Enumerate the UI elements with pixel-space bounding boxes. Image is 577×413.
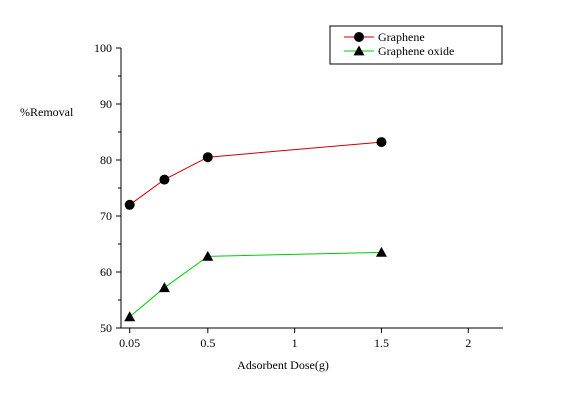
y-tick-label: 80	[100, 153, 112, 167]
legend-item: Graphene	[344, 30, 425, 44]
y-axis-title: %Removal	[20, 105, 74, 119]
series-line	[129, 251, 382, 318]
legend-label: Graphene	[378, 30, 425, 44]
y-tick-label: 60	[100, 265, 112, 279]
data-point-circle	[202, 152, 213, 163]
x-tick-label: 1.5	[374, 336, 389, 350]
x-axis-title: Adsorbent Dose(g)	[237, 358, 329, 372]
data-point-triangle	[202, 250, 214, 261]
series-graphene	[124, 137, 387, 210]
data-point-circle	[376, 137, 387, 148]
series	[124, 137, 387, 322]
data-point-triangle	[353, 45, 365, 56]
data-point-triangle	[158, 282, 170, 293]
data-point-circle	[354, 32, 364, 42]
series-line	[129, 141, 382, 206]
data-point-triangle	[124, 311, 136, 322]
data-point-triangle	[375, 246, 387, 257]
series-graphene-oxide	[124, 246, 387, 322]
x-tick-label: 0.5	[200, 336, 215, 350]
x-tick-label: 0.05	[119, 336, 140, 350]
data-point-circle	[124, 199, 135, 210]
legend-box	[329, 25, 503, 65]
x-tick-label: 2	[465, 336, 471, 350]
y-tick-label: 50	[100, 321, 112, 335]
y-tick-label: 70	[100, 209, 112, 223]
x-tick-label: 1	[292, 336, 298, 350]
axes	[120, 48, 503, 329]
y-tick-label: 100	[94, 41, 112, 55]
y-tick-label: 90	[100, 97, 112, 111]
tick-marks	[116, 47, 469, 333]
legend-item: Graphene oxide	[344, 44, 454, 58]
legend-label: Graphene oxide	[378, 44, 454, 58]
tick-labels: 50 60 70 80 90 100 0.05 0.5 1 1.5 2	[94, 41, 471, 350]
data-point-circle	[159, 174, 170, 185]
